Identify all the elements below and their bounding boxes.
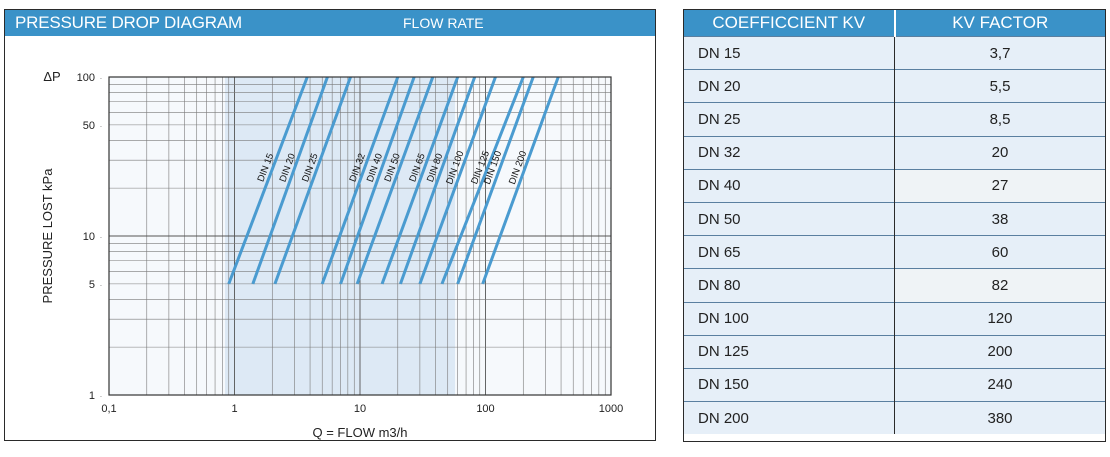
diagram-title: PRESSURE DROP DIAGRAM bbox=[15, 13, 242, 32]
dn-size-cell: DN 32 bbox=[684, 135, 895, 170]
kv-value-cell: 3,7 bbox=[894, 35, 1105, 70]
kv-table-panel: COEFFICCIENT KV KV FACTOR DN 15 3,7 DN 20 5… bbox=[683, 9, 1106, 442]
y-tick-label: 50 bbox=[83, 120, 95, 132]
y-axis-symbol: ΔP bbox=[43, 69, 60, 84]
series-line bbox=[339, 76, 416, 285]
y-tick-dot: . bbox=[100, 392, 102, 399]
dn-size-cell: DN 20 bbox=[684, 69, 895, 103]
series-line bbox=[440, 76, 525, 285]
kv-value-cell: 27 bbox=[894, 168, 1105, 203]
table-row: DN 125 200 bbox=[684, 334, 1105, 369]
y-tick-label: 1 bbox=[89, 390, 95, 402]
kv-value-cell: 5,5 bbox=[894, 69, 1105, 103]
table-row: DN 150 240 bbox=[684, 367, 1105, 402]
y-tick-dot: . bbox=[100, 281, 102, 288]
table-row: DN 32 20 bbox=[684, 135, 1105, 170]
kv-value-cell: 200 bbox=[894, 334, 1105, 369]
y-tick-dot: . bbox=[100, 74, 102, 81]
x-tick-label: 100 bbox=[476, 403, 494, 415]
diagram-subtitle: FLOW RATE bbox=[403, 15, 484, 31]
series-line bbox=[273, 76, 352, 285]
table-row: DN 80 82 bbox=[684, 268, 1105, 302]
y-tick-dot: . bbox=[100, 233, 102, 240]
kv-value-cell: 120 bbox=[894, 301, 1105, 336]
y-axis-title: PRESSURE LOST kPa bbox=[40, 168, 55, 304]
x-tick-label: 1000 bbox=[599, 403, 623, 415]
kv-value-cell: 20 bbox=[894, 135, 1105, 170]
kv-value-cell: 82 bbox=[894, 268, 1105, 302]
series-line bbox=[320, 76, 400, 285]
plot-frame bbox=[108, 76, 612, 396]
kv-table-header-factor: KV FACTOR bbox=[894, 10, 1105, 37]
series-line bbox=[355, 76, 435, 285]
kv-value-cell: 38 bbox=[894, 201, 1105, 236]
kv-value-cell: 380 bbox=[894, 401, 1105, 435]
pressure-drop-diagram-panel: PRESSURE DROP DIAGRAM FLOW RATE DIN 15 DI… bbox=[4, 9, 656, 441]
table-row: DN 100 120 bbox=[684, 301, 1105, 336]
series-line bbox=[380, 76, 460, 285]
series-line bbox=[481, 76, 560, 285]
series-line bbox=[418, 76, 497, 285]
dn-size-cell: DN 15 bbox=[684, 35, 895, 70]
series-line bbox=[227, 76, 309, 285]
dn-size-cell: DN 50 bbox=[684, 201, 895, 236]
table-row: DN 65 60 bbox=[684, 235, 1105, 269]
dn-size-cell: DN 80 bbox=[684, 268, 895, 302]
dn-size-cell: DN 125 bbox=[684, 334, 895, 369]
series-line bbox=[399, 76, 477, 285]
y-tick-label: 100 bbox=[77, 72, 95, 84]
diagram-header: PRESSURE DROP DIAGRAM FLOW RATE bbox=[5, 10, 655, 36]
dn-size-cell: DN 150 bbox=[684, 367, 895, 402]
table-row: DN 50 38 bbox=[684, 201, 1105, 236]
y-tick-label: 5 bbox=[89, 279, 95, 291]
kv-table-header-coefficient: COEFFICCIENT KV bbox=[684, 10, 896, 37]
table-row: DN 25 8,5 bbox=[684, 102, 1105, 137]
dn-size-cell: DN 200 bbox=[684, 401, 895, 435]
table-row: DN 200 380 bbox=[684, 401, 1105, 435]
dn-size-cell: DN 100 bbox=[684, 301, 895, 336]
table-row: DN 15 3,7 bbox=[684, 35, 1105, 70]
x-tick-label: 0,1 bbox=[101, 403, 116, 415]
kv-value-cell: 8,5 bbox=[894, 102, 1105, 137]
series-line bbox=[456, 76, 535, 285]
kv-table-header-row: COEFFICCIENT KV KV FACTOR bbox=[684, 10, 1105, 37]
dn-size-cell: DN 25 bbox=[684, 102, 895, 137]
x-axis-title: Q = FLOW m3/h bbox=[313, 425, 408, 440]
x-tick-label: 1 bbox=[231, 403, 237, 415]
kv-value-cell: 240 bbox=[894, 367, 1105, 402]
table-row: DN 20 5,5 bbox=[684, 69, 1105, 103]
kv-table: COEFFICCIENT KV KV FACTOR DN 15 3,7 DN 20 5… bbox=[684, 10, 1105, 435]
y-tick-label: 10 bbox=[83, 231, 95, 243]
kv-value-cell: 60 bbox=[894, 235, 1105, 269]
series-line bbox=[251, 76, 329, 285]
dn-size-cell: DN 65 bbox=[684, 235, 895, 269]
y-tick-dot: . bbox=[100, 122, 102, 129]
dn-size-cell: DN 40 bbox=[684, 168, 895, 203]
x-tick-label: 10 bbox=[354, 403, 366, 415]
table-row: DN 40 27 bbox=[684, 168, 1105, 203]
